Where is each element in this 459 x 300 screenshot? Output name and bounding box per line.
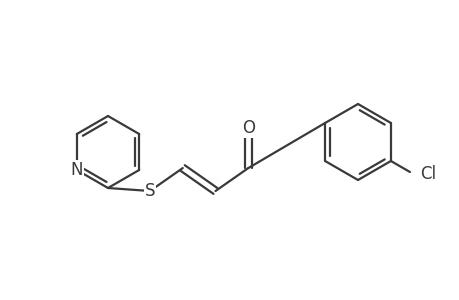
Text: S: S — [145, 182, 155, 200]
Text: N: N — [70, 161, 83, 179]
Text: Cl: Cl — [419, 165, 435, 183]
Text: O: O — [241, 119, 254, 137]
